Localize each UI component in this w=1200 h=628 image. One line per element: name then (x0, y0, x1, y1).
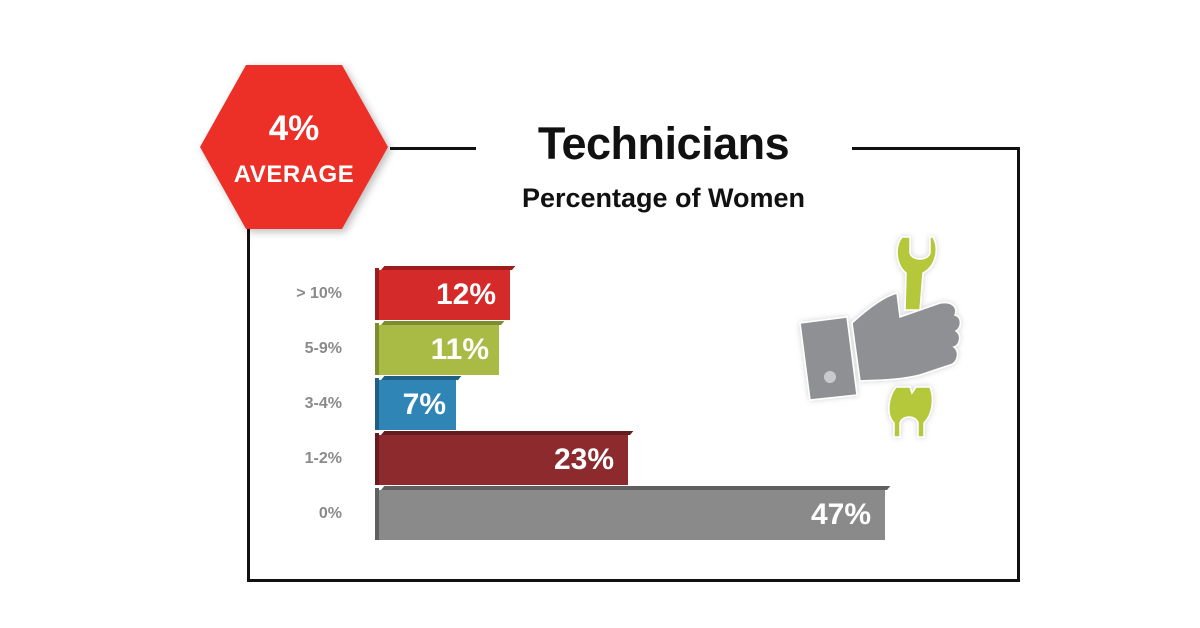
row-label: 1-2% (304, 450, 342, 467)
bar-gt-10: 12% (375, 266, 516, 320)
bar-value: 47% (810, 498, 871, 531)
hand-holding-wrench-icon (790, 225, 1020, 455)
frame-bottom-line (247, 579, 1020, 582)
average-badge: 4% AVERAGE (198, 63, 390, 231)
bar-3-4: 7% (375, 376, 462, 430)
row-label: 5-9% (304, 340, 342, 357)
frame-top-left-line (390, 147, 476, 150)
hexagon-shape (200, 65, 388, 229)
average-value: 4% (268, 109, 320, 148)
row-label: 3-4% (304, 395, 342, 412)
bar-0: 47% (375, 486, 891, 540)
bar-value: 12% (435, 278, 496, 311)
chart-title: Technicians (537, 118, 790, 169)
frame-left-line (247, 226, 250, 582)
bar-value: 7% (402, 388, 446, 421)
row-label: > 10% (296, 285, 342, 302)
average-label: AVERAGE (233, 161, 355, 188)
bar-5-9: 11% (375, 321, 505, 375)
row-label: 0% (318, 505, 342, 522)
bar-1-2: 23% (375, 431, 634, 485)
frame-right-line (1017, 147, 1020, 582)
bar-value: 11% (430, 333, 489, 366)
frame-top-right-line (852, 147, 1020, 150)
bar-value: 23% (553, 443, 614, 476)
chart-subtitle: Percentage of Women (521, 183, 806, 213)
